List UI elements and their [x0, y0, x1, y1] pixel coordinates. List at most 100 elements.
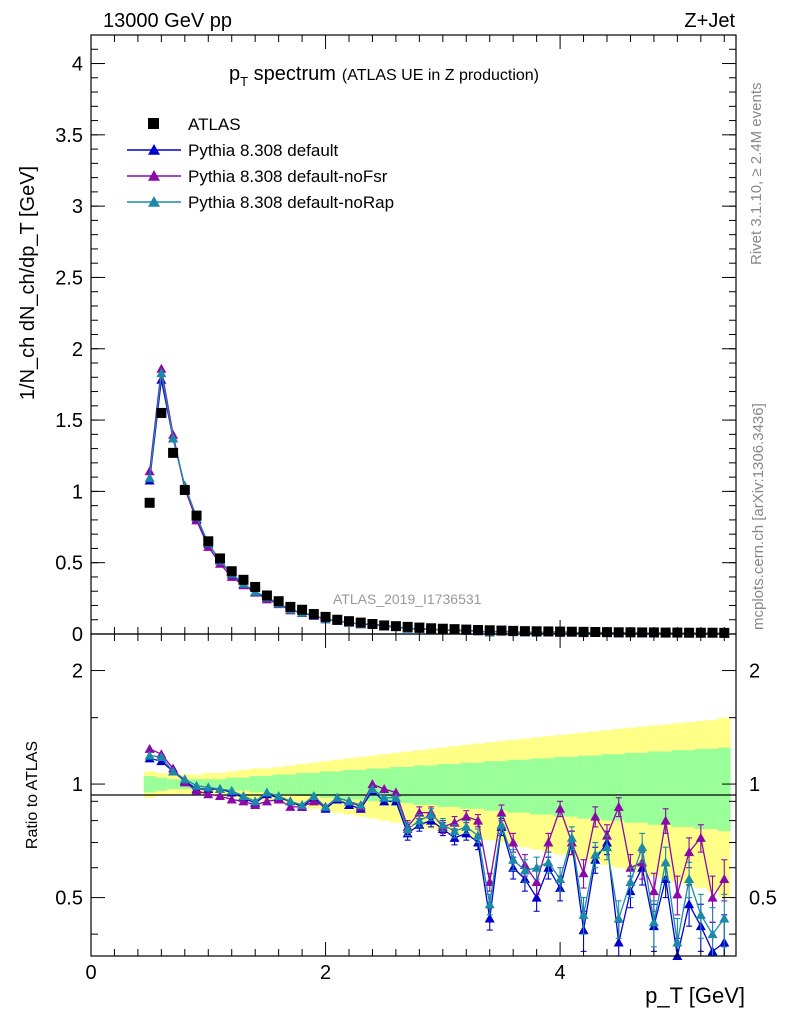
ratio-band-inner: [155, 777, 168, 791]
ratio-band-inner: [612, 754, 626, 821]
atlas-data-point: [426, 623, 437, 634]
top-y-tick-label: 0: [72, 624, 83, 646]
ratio-band-inner: [296, 772, 309, 796]
legend-label-2: Pythia 8.308 default-noFsr: [188, 167, 388, 186]
ratio-point-series-1: [191, 785, 202, 795]
ratio-point-series-2: [719, 913, 730, 923]
atlas-data-point: [168, 447, 179, 458]
spectrum-panel: 0 0.5 1 1.5 2 2.5 3 3.5 4 pT spectrum (ATLAS UE i…: [17, 34, 737, 646]
ratio-point-series-2: [449, 826, 460, 836]
ratio-band-inner: [577, 755, 590, 819]
ratio-point-series-2: [707, 929, 718, 939]
ratio-band-inner: [307, 772, 321, 796]
ratio-point-series-2: [402, 824, 413, 834]
spectrum-point-series-2: [156, 368, 167, 378]
ratio-point-series-2: [379, 792, 390, 802]
ratio-y-tick-label-right: 0.5: [749, 888, 777, 910]
ratio-panel: 0.5 0.5 1 1 2 2 Ratio to ATLAS: [24, 633, 777, 960]
ratio-point-series-1: [226, 794, 237, 804]
ratio-band-inner: [624, 752, 637, 823]
ratio-point-series-2: [226, 785, 237, 795]
ratio-point-series-2: [461, 821, 472, 831]
atlas-data-point: [590, 627, 601, 638]
ratio-point-series-2: [308, 790, 319, 800]
ratio-y-tick-label-left: 2: [72, 661, 83, 683]
ratio-point-series-2: [285, 796, 296, 806]
atlas-data-point: [203, 536, 214, 547]
atlas-data-point: [566, 626, 577, 637]
atlas-data-point: [320, 611, 331, 622]
atlas-data-point: [707, 627, 718, 638]
spectrum-point-series-2: [168, 433, 179, 443]
ratio-point-series-2: [496, 819, 507, 829]
ratio-point-series-1: [508, 837, 519, 847]
ratio-point-series-1: [660, 815, 671, 825]
atlas-data-point: [179, 484, 190, 495]
ratio-band-inner: [706, 748, 719, 830]
legend-marker-atlas: [148, 118, 159, 129]
ratio-band-inner: [507, 759, 520, 813]
ratio-band-inner: [694, 748, 708, 830]
legend-marker-2: [148, 170, 160, 181]
atlas-data-point: [297, 604, 308, 615]
ratio-band-inner: [718, 747, 731, 832]
top-y-tick-label: 0.5: [55, 553, 83, 575]
ratio-point-series-2: [191, 780, 202, 790]
top-y-tick-label: 1: [72, 481, 83, 503]
atlas-data-point: [250, 581, 261, 592]
ratio-point-series-2: [684, 874, 695, 884]
ratio-point-series-1: [379, 784, 390, 794]
ratio-point-series-2: [320, 801, 331, 811]
atlas-data-point: [285, 601, 296, 612]
legend-label-1: Pythia 8.308 default: [188, 141, 339, 160]
ratio-point-series-2: [660, 857, 671, 867]
atlas-data-point: [261, 590, 272, 601]
x-tick-label: 0: [85, 962, 96, 984]
ratio-band-inner: [261, 776, 274, 793]
top-y-tick-label: 4: [72, 54, 83, 76]
ratio-point-series-2: [578, 909, 589, 919]
x-axis-labels: 0 2 4: [85, 962, 565, 984]
ratio-band-inner: [448, 764, 461, 807]
ratio-point-series-1: [648, 886, 659, 896]
atlas-data-point: [191, 510, 202, 521]
ratio-band-inner: [425, 765, 438, 806]
ratio-band-inner: [519, 759, 532, 813]
ratio-band-inner: [354, 769, 368, 800]
atlas-data-point: [402, 621, 413, 632]
rivet-label: Rivet 3.1.10, ≥ 2.4M events: [748, 83, 765, 266]
ratio-band-inner: [671, 750, 684, 827]
atlas-data-point: [379, 620, 390, 631]
ratio-point-series-2: [437, 819, 448, 829]
ratio-point-series-1: [285, 801, 296, 811]
ratio-band-inner: [636, 752, 649, 823]
ratio-point-series-2: [168, 766, 179, 776]
plot-title-aside: (ATLAS UE in Z production): [342, 67, 539, 84]
top-y-tick-label: 3.5: [55, 125, 83, 147]
ratio-y-tick-label-right: 2: [749, 661, 760, 683]
plot-title: pT spectrum (ATLAS UE in Z production): [229, 63, 539, 89]
ratio-band-inner: [401, 766, 414, 804]
ratio-band-inner: [331, 771, 344, 798]
ratio-point-series-2: [238, 790, 249, 800]
top-y-tick-label: 1.5: [55, 410, 83, 432]
ratio-point-series-1: [203, 789, 214, 799]
ratio-band-inner: [589, 755, 602, 819]
ratio-band-inner: [472, 762, 485, 809]
ratio-band-inner: [343, 769, 356, 800]
ratio-band-inner: [648, 751, 661, 825]
ratio-point-series-2: [261, 787, 272, 797]
ratio-band-inner: [460, 762, 473, 809]
atlas-data-point: [344, 616, 354, 627]
ratio-band-inner: [225, 777, 239, 791]
ratio-band-inner: [530, 758, 543, 815]
ratio-point-series-2: [273, 790, 284, 800]
ratio-point-series-1: [461, 811, 472, 821]
legend-marker-3: [148, 196, 160, 207]
ratio-point-series-2: [390, 792, 401, 802]
atlas-data-point: [238, 574, 249, 585]
ratio-band-inner: [214, 779, 227, 790]
atlas-data-point: [496, 625, 507, 636]
ratio-point-series-2: [672, 937, 683, 947]
ratio-point-series-2: [215, 784, 225, 794]
